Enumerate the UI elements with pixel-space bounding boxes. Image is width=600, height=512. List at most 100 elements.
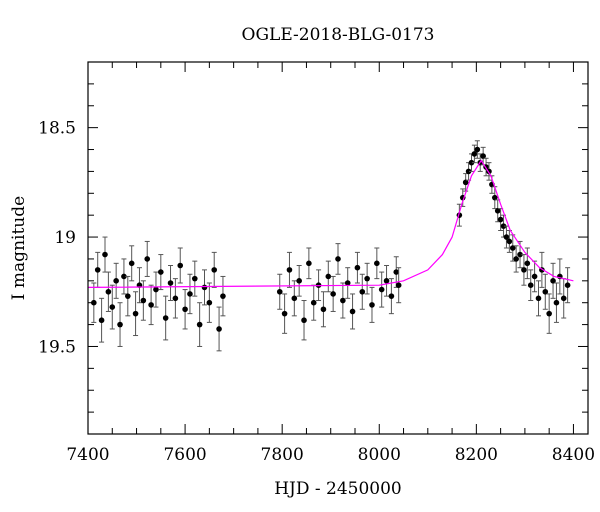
data-point — [325, 260, 332, 293]
point-marker — [550, 278, 556, 284]
data-point — [136, 267, 143, 304]
x-tick-label: 7800 — [261, 445, 304, 465]
data-point — [378, 271, 385, 308]
y-tick-label: 18.5 — [38, 119, 76, 139]
data-point — [121, 258, 127, 295]
data-point — [335, 243, 341, 275]
data-point — [531, 260, 538, 293]
x-tick-label: 8000 — [358, 445, 401, 465]
point-marker — [517, 251, 523, 258]
data-point — [374, 247, 380, 280]
point-marker — [471, 151, 478, 157]
data-point — [330, 275, 336, 312]
data-point — [144, 240, 151, 277]
point-marker — [349, 308, 356, 315]
point-marker — [506, 238, 513, 245]
y-tick-label: 19 — [54, 228, 76, 248]
data-point — [187, 273, 193, 315]
point-marker — [388, 293, 395, 299]
point-marker — [91, 299, 97, 306]
data-point — [276, 273, 283, 310]
data-point — [296, 265, 302, 297]
x-tick-label: 8200 — [455, 445, 498, 465]
data-point — [462, 173, 469, 192]
data-point — [471, 144, 478, 164]
point-marker — [474, 146, 481, 153]
point-marker — [196, 321, 203, 328]
data-point — [383, 265, 390, 297]
point-marker — [102, 251, 108, 258]
data-point — [191, 260, 198, 297]
point-marker — [325, 273, 332, 280]
point-marker — [503, 234, 510, 240]
data-point — [216, 306, 222, 352]
data-point — [524, 247, 531, 280]
point-marker — [105, 288, 112, 295]
point-marker — [140, 297, 147, 304]
data-point — [550, 262, 556, 299]
data-point — [388, 278, 395, 315]
data-point — [91, 282, 97, 323]
point-marker — [364, 275, 370, 282]
point-marker — [553, 299, 560, 306]
point-marker — [301, 317, 307, 324]
point-marker — [167, 280, 174, 286]
point-marker — [98, 317, 105, 324]
point-marker — [182, 306, 188, 313]
point-marker — [513, 256, 519, 262]
data-point — [521, 254, 527, 286]
point-marker — [546, 310, 552, 317]
data-point — [494, 199, 501, 223]
point-marker — [378, 286, 385, 293]
point-marker — [310, 299, 317, 306]
data-point — [98, 297, 105, 343]
point-marker — [286, 267, 293, 273]
point-marker — [162, 315, 169, 321]
data-point — [301, 300, 307, 341]
x-tick-label: 7400 — [66, 445, 109, 465]
point-marker — [220, 293, 226, 299]
data-point — [105, 271, 112, 312]
data-point — [162, 295, 169, 341]
point-marker — [500, 223, 507, 229]
data-point — [167, 265, 174, 302]
data-point — [320, 291, 327, 328]
data-point — [468, 153, 475, 172]
data-point — [102, 236, 108, 273]
point-marker — [158, 269, 164, 275]
y-tick-label: 19.5 — [38, 337, 76, 357]
point-marker — [465, 168, 472, 175]
point-marker — [560, 295, 567, 302]
point-marker — [211, 267, 218, 273]
data-point — [306, 247, 312, 280]
data-point — [344, 267, 351, 299]
point-marker — [524, 260, 531, 267]
point-marker — [535, 295, 542, 302]
point-marker — [94, 267, 101, 273]
data-points — [91, 140, 571, 352]
data-point — [506, 229, 513, 253]
point-marker — [344, 280, 351, 286]
point-marker — [187, 291, 193, 297]
data-point — [340, 282, 346, 319]
data-point — [206, 282, 213, 323]
point-marker — [494, 208, 501, 214]
point-marker — [144, 256, 151, 262]
point-marker — [306, 260, 312, 267]
data-point — [474, 140, 481, 159]
point-marker — [330, 291, 336, 297]
data-point — [557, 258, 563, 295]
point-marker — [201, 284, 208, 291]
data-point — [291, 280, 298, 317]
data-point — [310, 284, 317, 321]
data-point — [349, 293, 356, 330]
plot-frame — [87, 61, 589, 435]
data-point — [465, 162, 472, 181]
point-marker — [148, 302, 154, 308]
data-point — [94, 251, 101, 288]
point-marker — [564, 282, 571, 289]
point-marker — [480, 153, 486, 159]
data-point — [196, 302, 203, 347]
data-point — [369, 286, 375, 323]
data-point — [546, 293, 552, 334]
